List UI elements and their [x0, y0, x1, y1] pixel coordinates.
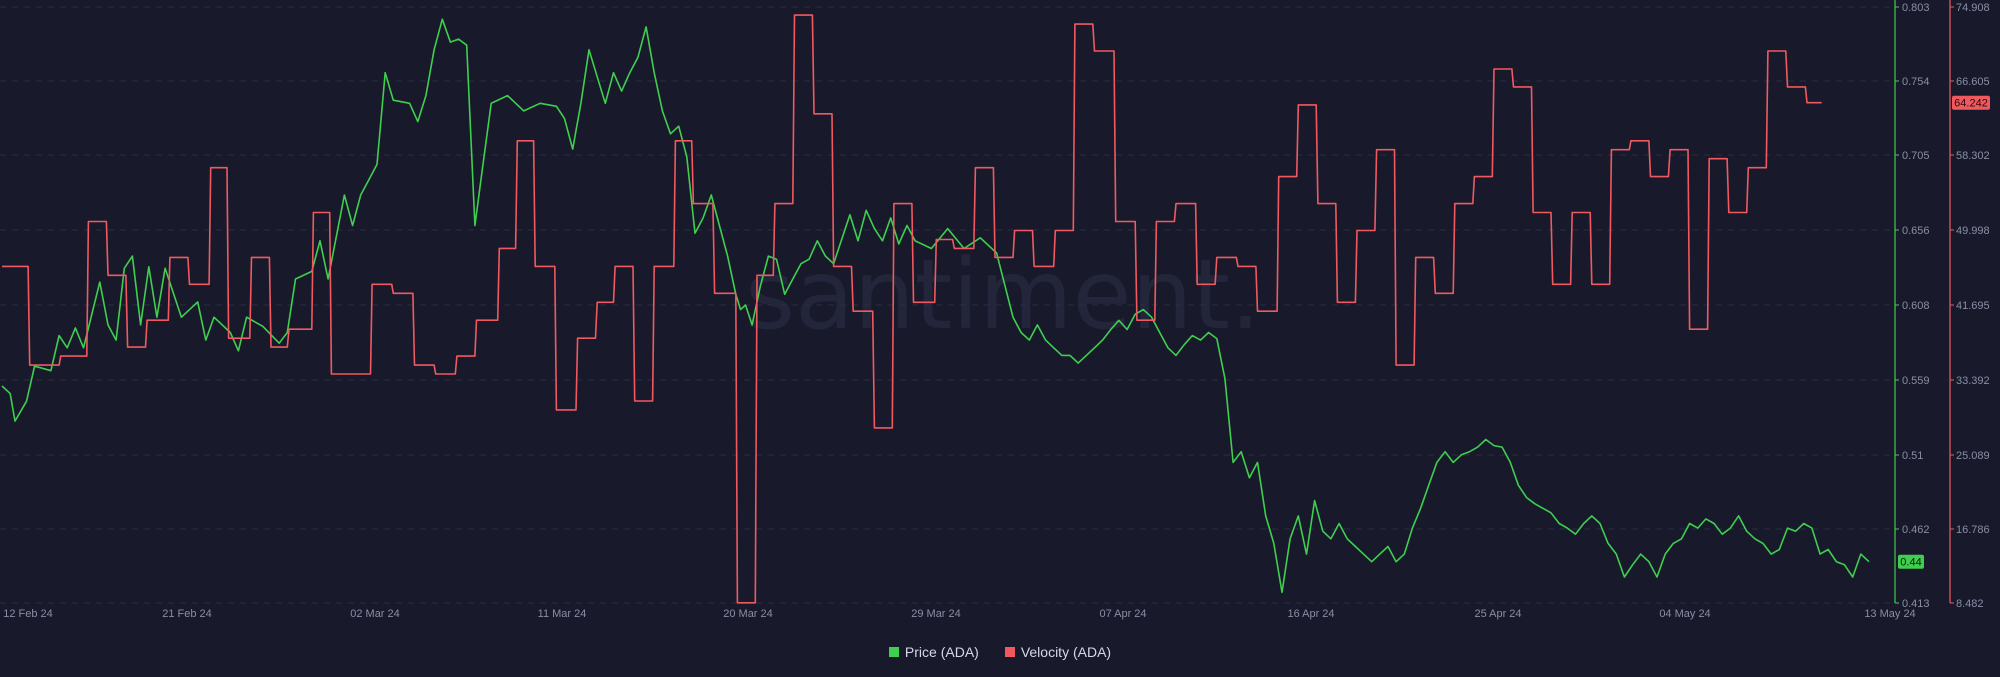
velocity-tick-label: 33.392 [1956, 375, 1990, 387]
price-tick-label: 0.803 [1902, 2, 1930, 14]
watermark: santiment. [745, 239, 1261, 351]
price-tick-label: 0.559 [1902, 375, 1930, 387]
price-tick-label: 0.462 [1902, 524, 1930, 536]
x-tick-label: 02 Mar 24 [350, 608, 400, 620]
legend-label-velocity: Velocity (ADA) [1020, 644, 1112, 660]
x-tick-label: 11 Mar 24 [538, 608, 587, 620]
price-axis-ticks: 0.803 0.754 0.705 0.656 0.608 0.559 0.51 0.462 0… [1895, 2, 1930, 610]
price-tick-label: 0.51 [1902, 450, 1923, 462]
price-tick-label: 0.413 [1902, 598, 1930, 610]
series-group [1, 14, 1870, 604]
x-tick-label: 12 Feb 24 [3, 608, 53, 620]
x-tick-label: 13 May 24 [1864, 608, 1915, 620]
x-tick-label: 29 Mar 24 [911, 608, 961, 620]
velocity-tick-label: 25.089 [1956, 450, 1990, 462]
velocity-current-badge [1952, 95, 1990, 110]
x-tick-label: 07 Apr 24 [1099, 608, 1146, 620]
x-tick-label: 21 Feb 24 [162, 608, 212, 620]
price-current-value: 0.44 [1900, 557, 1921, 569]
x-tick-label: 25 Apr 24 [1474, 608, 1521, 620]
legend: Price (ADA) Velocity (ADA) [0, 640, 2000, 664]
x-tick-label: 16 Apr 24 [1287, 608, 1334, 620]
price-current-badge [1898, 554, 1924, 569]
velocity-current-value: 64.242 [1954, 98, 1988, 110]
legend-item-velocity[interactable]: Velocity (ADA) [1004, 644, 1112, 660]
price-swatch-icon [888, 647, 899, 657]
velocity-tick-label: 66.605 [1956, 76, 1990, 88]
velocity-swatch-icon [1004, 647, 1015, 657]
price-series-line [1, 18, 1870, 594]
velocity-series-line [2, 14, 1822, 604]
velocity-tick-label: 16.786 [1956, 524, 1990, 536]
x-tick-label: 20 Mar 24 [723, 608, 773, 620]
velocity-tick-label: 49.998 [1956, 225, 1990, 237]
velocity-axis-ticks: 74.908 66.605 58.302 49.998 41.695 33.392 25.0… [1950, 2, 1990, 610]
x-axis-ticks: 12 Feb 24 21 Feb 24 02 Mar 24 11 Mar 24 20 M… [3, 608, 1915, 620]
velocity-tick-label: 74.908 [1956, 2, 1990, 14]
velocity-tick-label: 58.302 [1956, 150, 1990, 162]
velocity-tick-label: 41.695 [1956, 300, 1990, 312]
price-tick-label: 0.608 [1902, 300, 1930, 312]
legend-item-price[interactable]: Price (ADA) [888, 644, 979, 660]
velocity-tick-label: 8.482 [1956, 598, 1984, 610]
x-tick-label: 04 May 24 [1659, 608, 1710, 620]
price-tick-label: 0.705 [1902, 150, 1930, 162]
legend-label-price: Price (ADA) [904, 644, 979, 660]
price-tick-label: 0.754 [1902, 76, 1930, 88]
grid [0, 6, 1893, 604]
price-tick-label: 0.656 [1902, 225, 1930, 237]
value-badges: 0.44 64.242 [1898, 95, 1990, 569]
